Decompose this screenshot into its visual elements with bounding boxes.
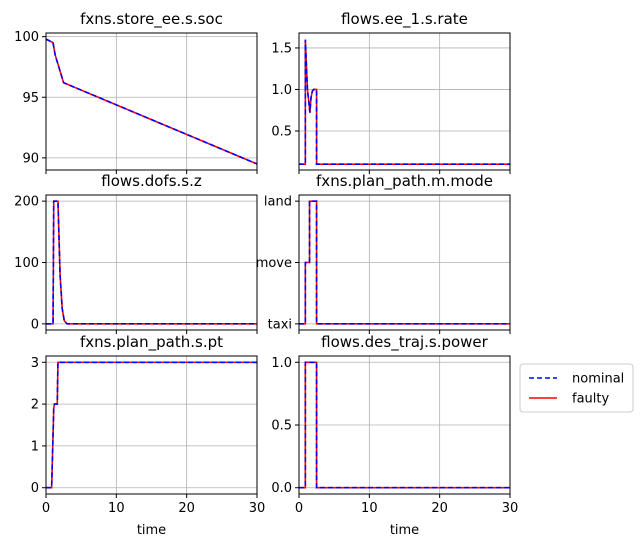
- subplot-3: 0 100 200 flows.dofs.s.z: [14, 172, 258, 334]
- y-tick-label: 0.0: [271, 481, 292, 496]
- axes-frame: [45, 355, 258, 495]
- y-tick-label: 1.0: [271, 356, 292, 371]
- y-tick-label: 0: [31, 481, 39, 496]
- axes-frame: [45, 32, 258, 171]
- x-axis-label: time: [390, 523, 419, 538]
- x-tick-label: 0: [295, 501, 303, 516]
- x-tick-label: 10: [361, 501, 378, 516]
- legend-label-faulty: faulty: [572, 392, 609, 407]
- x-tick-label: 30: [502, 501, 519, 516]
- y-tick-label: 1.0: [271, 83, 292, 98]
- series-line-nominal: [299, 200, 510, 325]
- series-line-nominal: [46, 361, 257, 489]
- axes-frame: [298, 32, 511, 171]
- series-line-nominal: [299, 361, 510, 489]
- series-line-nominal: [299, 39, 510, 165]
- y-tick-label: 100: [14, 30, 39, 45]
- y-tick-label: 90: [22, 151, 39, 166]
- legend: nominal faulty: [519, 363, 634, 413]
- y-tick-label: taxi: [268, 317, 292, 332]
- series-line-faulty: [46, 38, 257, 165]
- subplot-title: flows.des_traj.s.power: [321, 333, 488, 352]
- y-tick-label: 200: [14, 195, 39, 210]
- series-line-nominal: [46, 200, 257, 325]
- legend-label-nominal: nominal: [572, 372, 624, 387]
- legend-box: [519, 363, 634, 413]
- x-tick-label: 20: [431, 501, 448, 516]
- x-tick-label: 30: [249, 501, 266, 516]
- x-tick-label: 10: [108, 501, 125, 516]
- subplot-4: taxi move land fxns.plan_path.m.mode: [256, 172, 511, 334]
- y-tick-label: 1.5: [271, 41, 292, 56]
- series-line-faulty: [299, 39, 510, 165]
- y-tick-label: 3: [31, 356, 39, 371]
- y-tick-label: 2: [31, 398, 39, 413]
- subplot-1: 90 95 100 fxns.store_ee.s.soc: [14, 10, 258, 174]
- y-tick-label: 0.5: [271, 419, 292, 434]
- subplot-title: flows.ee_1.s.rate: [341, 10, 468, 29]
- y-tick-label: 95: [22, 91, 39, 106]
- series-line-faulty: [46, 361, 257, 489]
- x-axis-label: time: [137, 523, 166, 538]
- y-tick-label: move: [256, 256, 292, 271]
- y-tick-label: 1: [31, 439, 39, 454]
- subplot-title: fxns.plan_path.m.mode: [316, 172, 493, 191]
- x-tick-label: 0: [42, 501, 50, 516]
- x-tick-label: 20: [178, 501, 195, 516]
- y-tick-label: land: [264, 195, 292, 210]
- y-tick-label: 0.5: [271, 124, 292, 139]
- subplot-title: fxns.store_ee.s.soc: [80, 10, 223, 29]
- subplot-2: 0.5 1.0 1.5 flows.ee_1.s.rate: [271, 10, 511, 174]
- series-line-nominal: [46, 38, 257, 165]
- subplot-6: 0 10 20 30 0.0 0.5 1.0 flows.des_traj.s.powerti…: [271, 333, 518, 538]
- y-tick-label: 0: [31, 317, 39, 332]
- y-tick-label: 100: [14, 256, 39, 271]
- subplot-title: flows.dofs.s.z: [101, 172, 202, 190]
- subplot-title: fxns.plan_path.s.pt: [80, 333, 223, 352]
